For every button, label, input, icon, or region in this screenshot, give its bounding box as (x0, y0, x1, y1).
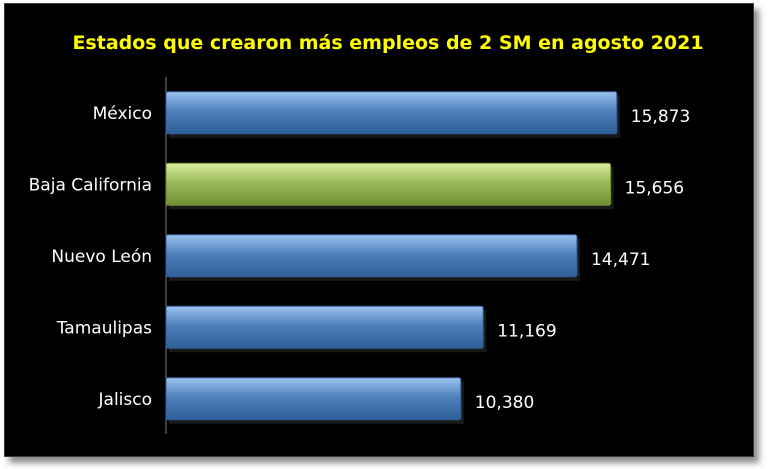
category-label: Nuevo León (51, 247, 152, 267)
category-label: Tamaulipas (56, 318, 152, 338)
bars-layer: México 15,873 Baja California 15,656 Nuevo L… (29, 91, 690, 424)
bar (165, 162, 612, 206)
category-label: Jalisco (98, 390, 152, 410)
bar (165, 234, 578, 278)
value-label: 15,873 (631, 107, 690, 127)
value-label: 14,471 (591, 250, 650, 270)
value-label: 11,169 (497, 321, 556, 341)
bar (165, 377, 462, 421)
category-label: Baja California (29, 175, 152, 195)
category-label: México (93, 104, 152, 124)
value-label: 15,656 (625, 178, 684, 198)
bar-chart: Estados que crearon más empleos de 2 SM … (29, 32, 704, 434)
chart-title: Estados que crearon más empleos de 2 SM … (72, 32, 703, 54)
bar (165, 305, 484, 349)
bar (165, 91, 618, 135)
chart-frame: Estados que crearon más empleos de 2 SM … (4, 3, 754, 457)
value-label: 10,380 (475, 393, 534, 413)
